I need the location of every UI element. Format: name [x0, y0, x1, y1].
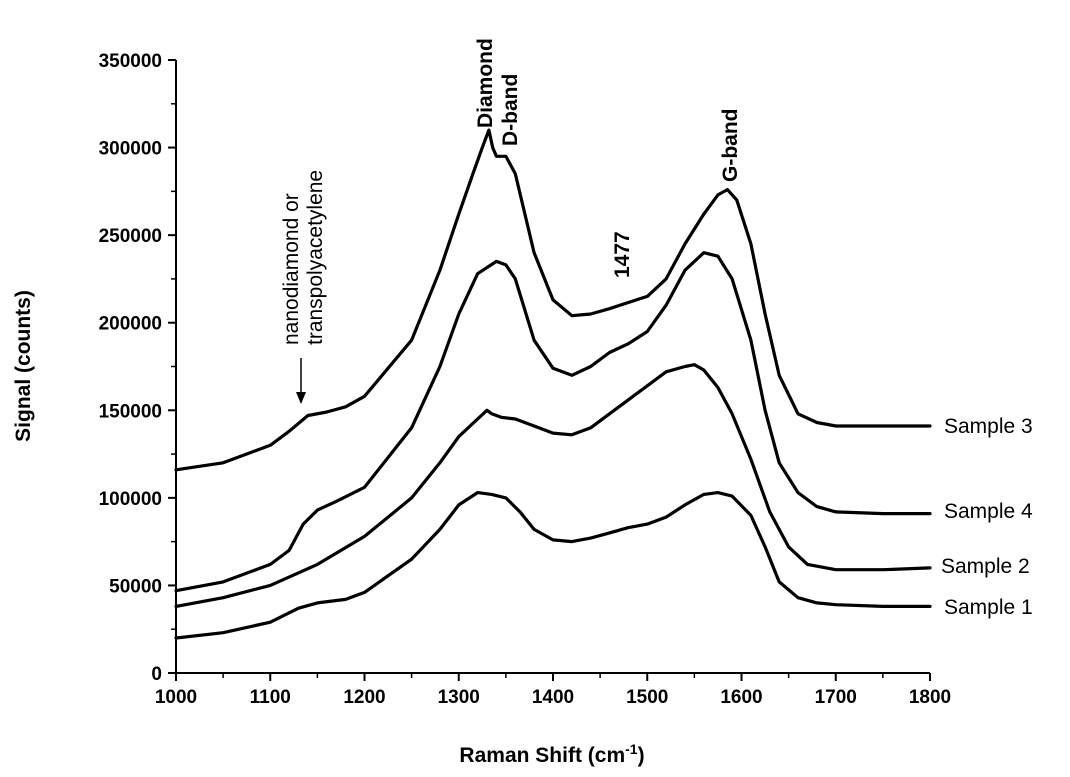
series-label-sample-2: Sample 2 — [941, 555, 1030, 578]
x-tick-label-1400: 1400 — [532, 687, 574, 708]
y-tick-label-50000: 50000 — [109, 576, 162, 597]
annotation-1477: 1477 — [611, 231, 634, 278]
y-ticks: 0 50000 100000 150000 200000 250000 300000 3500… — [99, 51, 176, 685]
series-label-sample-1: Sample 1 — [944, 596, 1033, 619]
x-tick-label-1300: 1300 — [438, 687, 480, 708]
series-line-sample-4 — [174, 251, 932, 593]
series-label-sample-4: Sample 4 — [944, 500, 1033, 523]
x-tick-label-1800: 1800 — [909, 687, 951, 708]
series-line-sample-1 — [174, 491, 932, 640]
annotations: nanodiamond or transpolyacetylene Diamon… — [280, 38, 742, 404]
y-tick-label-350000: 350000 — [99, 51, 162, 72]
x-tick-label-1000: 1000 — [155, 687, 197, 708]
x-axis-title: Raman Shift (cm-1) — [459, 741, 644, 767]
x-tick-label-1600: 1600 — [720, 687, 762, 708]
annotation-diamond: Diamond — [474, 38, 497, 128]
x-tick-label-1500: 1500 — [626, 687, 668, 708]
y-tick-label-250000: 250000 — [99, 226, 162, 247]
annotation-transpolyacetylene: transpolyacetylene — [304, 170, 327, 345]
series-lines — [174, 128, 932, 640]
annotation-g-band: G-band — [719, 109, 742, 183]
annotation-d-band: D-band — [499, 74, 522, 146]
series-labels: Sample 3 Sample 4 Sample 2 Sample 1 — [941, 415, 1033, 619]
y-tick-label-200000: 200000 — [99, 314, 162, 335]
y-tick-label-300000: 300000 — [99, 139, 162, 160]
y-tick-label-0: 0 — [151, 664, 162, 685]
annotation-nanodiamond: nanodiamond or — [280, 193, 303, 345]
x-tick-label-1700: 1700 — [815, 687, 857, 708]
annotation-arrow — [296, 358, 306, 404]
series-line-sample-3 — [174, 128, 932, 472]
series-line-sample-2 — [174, 363, 932, 608]
x-tick-label-1100: 1100 — [250, 687, 291, 708]
series-label-sample-3: Sample 3 — [944, 415, 1033, 438]
y-tick-label-100000: 100000 — [99, 489, 162, 510]
x-tick-label-1200: 1200 — [343, 687, 385, 708]
y-tick-label-150000: 150000 — [99, 401, 162, 422]
x-ticks: 1000 1100 1200 1300 1400 1500 1600 1700 1800 — [155, 673, 951, 708]
y-axis-title: Signal (counts) — [12, 290, 35, 442]
